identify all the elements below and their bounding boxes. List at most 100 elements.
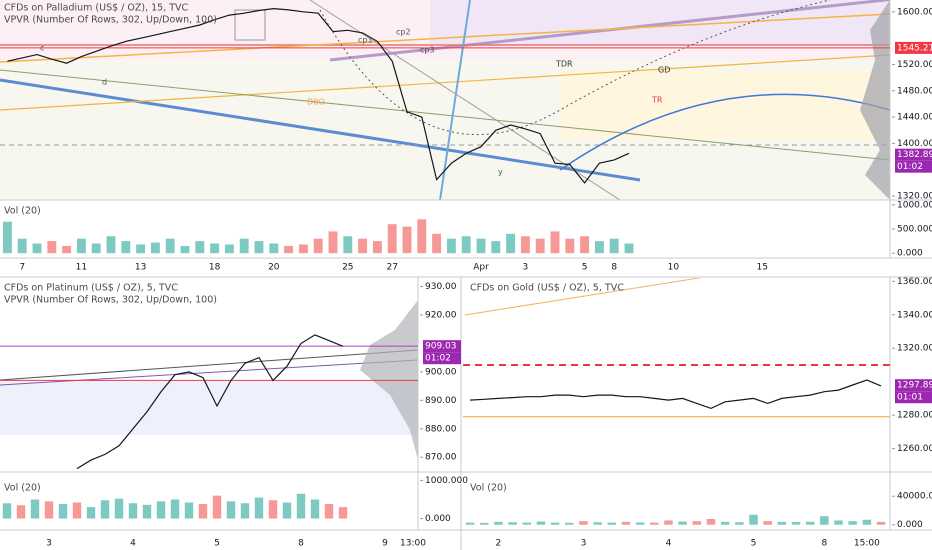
volume-bar — [607, 522, 617, 525]
volume-bar — [565, 238, 575, 254]
volume-bar — [535, 238, 545, 254]
price-label: 1297.89 — [897, 381, 932, 391]
volume-bar — [324, 504, 334, 519]
chart-title: CFDs on Gold (US$ / OZ), 5, TVC — [470, 283, 624, 294]
volume-bar — [387, 224, 397, 254]
volume-bar — [239, 238, 249, 254]
volume-bar — [402, 226, 412, 254]
volume-bar — [550, 522, 560, 525]
countdown-box — [895, 391, 932, 404]
volume-bar — [47, 241, 57, 254]
drawings — [464, 278, 702, 316]
chart-subtitle: VPVR (Number Of Rows, 302, Up/Down, 100) — [4, 295, 217, 306]
volume-bar — [226, 501, 236, 519]
x-tick-label: 27 — [386, 263, 397, 273]
volume-label: Vol (20) — [4, 206, 41, 217]
volume-bar — [328, 231, 338, 254]
volume-bar — [224, 244, 234, 254]
price-label: 1382.89 — [897, 150, 932, 160]
volume-bar — [128, 503, 138, 519]
price-line — [7, 7, 630, 184]
y-tick-label: 920.00 — [425, 310, 457, 320]
y-tick-label: 870.00 — [425, 453, 457, 463]
chart-title: CFDs on Palladium (US$ / OZ), 15, TVC — [4, 3, 189, 14]
volume-bar — [522, 522, 532, 525]
price-line — [76, 334, 344, 470]
annotation: cp3 — [420, 46, 435, 55]
volume-bar — [240, 503, 250, 519]
volume-bar — [465, 522, 475, 525]
volume-bar — [310, 499, 320, 519]
x-tick-label: 2 — [496, 539, 502, 549]
x-tick-label: 18 — [209, 263, 221, 273]
volume-bar — [706, 519, 716, 525]
volume-bar — [720, 521, 730, 525]
y-tick-label: 880.00 — [425, 424, 457, 434]
volume-bar — [136, 244, 146, 254]
volume-bar — [480, 522, 489, 525]
x-tick-label: 9 — [382, 539, 388, 549]
volume-bar — [338, 507, 348, 519]
countdown: 01:02 — [897, 162, 923, 172]
volume-bar — [834, 520, 843, 525]
volume-bar — [44, 501, 54, 519]
y-tick-label: 1340.00 — [897, 310, 932, 320]
x-tick-label: 4 — [130, 539, 136, 549]
volume-bar — [282, 502, 292, 519]
volume-bar — [269, 243, 279, 254]
price-label: 909.03 — [425, 342, 457, 352]
annotation: TDR — [555, 60, 573, 69]
volume-bar — [609, 238, 619, 254]
volume-bar — [417, 219, 427, 254]
volume-bar — [862, 519, 872, 525]
price-box — [895, 379, 932, 392]
y-tick-label: 1520.00 — [897, 60, 932, 70]
volume-bar — [565, 522, 574, 525]
volume-bar — [86, 507, 96, 519]
y-tick-label: 1280.00 — [897, 411, 932, 421]
annotation: DBO — [307, 98, 325, 107]
volume-bar — [72, 502, 82, 519]
volume-bar — [195, 241, 205, 254]
volume-bar — [749, 514, 758, 525]
volume-bar — [520, 236, 530, 254]
volume-bar — [2, 221, 12, 254]
annotation: c — [40, 44, 44, 53]
annotation: cp2 — [396, 28, 411, 37]
annotation: TR — [651, 96, 663, 105]
volume-bar — [16, 505, 26, 519]
price-line — [470, 379, 882, 410]
y-tick-label: 1320.00 — [897, 192, 932, 202]
volume-bar — [100, 500, 110, 519]
volume-bar — [820, 516, 829, 525]
volume-bar — [76, 238, 86, 254]
y-tick-label: 0.000 — [425, 514, 451, 524]
volume-bar — [91, 243, 101, 254]
volume-bar — [156, 501, 166, 519]
annotation: GD — [658, 66, 670, 75]
x-tick-label: 25 — [342, 263, 353, 273]
y-tick-label: 1320.00 — [897, 344, 932, 354]
volume-bar — [254, 497, 264, 519]
x-tick-label: 13 — [135, 263, 146, 273]
volume-bar — [593, 522, 602, 525]
volume-bar — [30, 499, 40, 519]
y-tick-label: 1000.000 — [425, 476, 468, 486]
y-tick-label: 0.000 — [897, 520, 923, 530]
volume-bar — [876, 521, 886, 525]
volume-bar — [62, 245, 72, 254]
volume-bar — [58, 504, 68, 519]
volume-bar — [184, 502, 194, 519]
price-box — [423, 340, 461, 353]
volume-bar — [692, 521, 702, 525]
volume-bar — [579, 521, 588, 525]
y-tick-label: 890.00 — [425, 396, 457, 406]
volume-bar — [650, 522, 659, 525]
x-tick-label: 7 — [19, 263, 25, 273]
volume-bar — [594, 241, 604, 254]
x-tick-label: 5 — [582, 263, 588, 273]
volume-bar — [17, 238, 27, 254]
annotation: y — [498, 168, 503, 177]
annotation: d — [102, 78, 107, 87]
y-tick-label: 500.000 — [897, 225, 932, 235]
